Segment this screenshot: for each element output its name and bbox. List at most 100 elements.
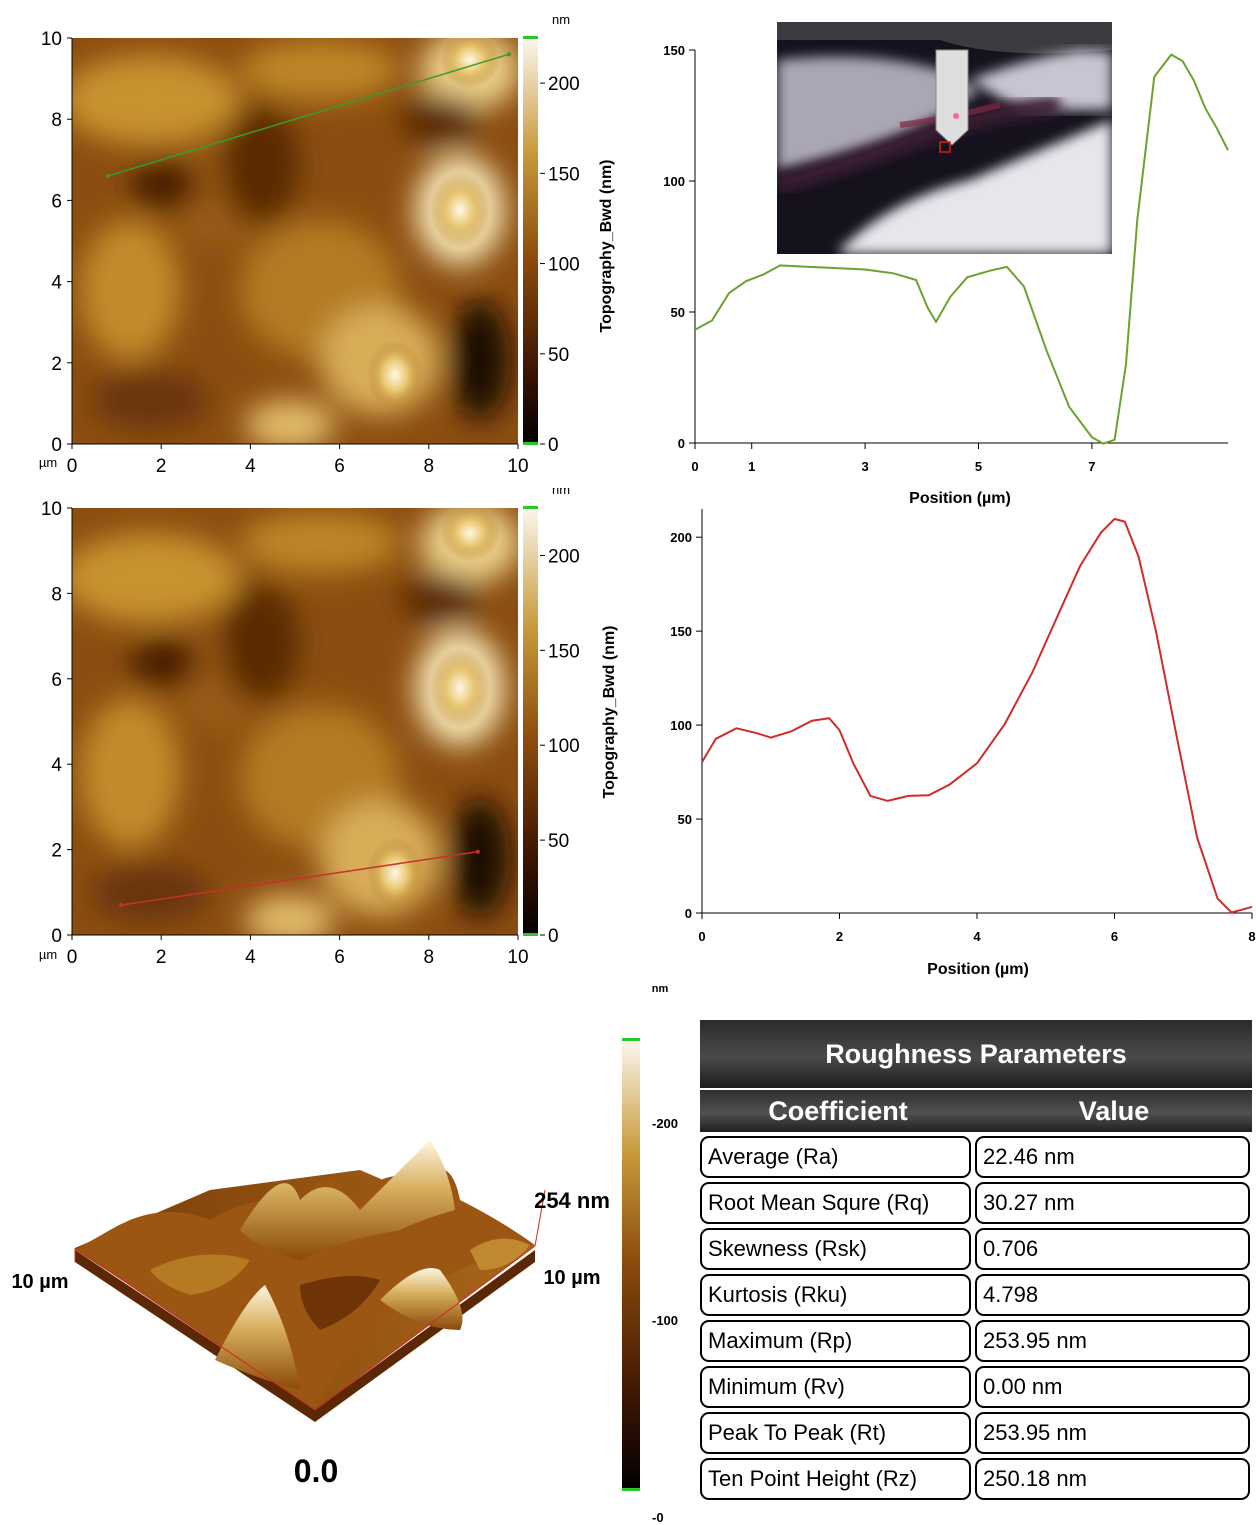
table-title: Roughness Parameters bbox=[700, 1020, 1252, 1088]
colorbar-tick-label: 100 bbox=[548, 736, 580, 757]
afm-y-tick-label: 8 bbox=[51, 584, 62, 605]
profile-line-middle bbox=[701, 517, 1253, 914]
afm-x-tick-label: 8 bbox=[424, 947, 435, 968]
colorbar-tick-label: 150 bbox=[548, 164, 580, 185]
coefficient-cell: Skewness (Rsk) bbox=[700, 1228, 971, 1270]
scan-line-middle bbox=[120, 850, 478, 906]
value-cell: 0.706 bbox=[975, 1228, 1250, 1270]
colorbar-tick-label: 200 bbox=[548, 546, 580, 567]
colorbar-tick-label: 50 bbox=[548, 345, 569, 366]
colorbar-tick-label: 200 bbox=[548, 74, 580, 95]
afm-y-tick-label: 8 bbox=[51, 110, 62, 131]
afm-x-tick-label: 10 bbox=[507, 947, 528, 968]
afm-y-tick-label: 2 bbox=[51, 841, 62, 862]
afm-x-tick-label: 0 bbox=[67, 947, 78, 968]
afm-x-tick-label: 8 bbox=[424, 456, 435, 477]
unit-label-middle: µm bbox=[39, 947, 57, 962]
afm-x-tick-label: 4 bbox=[245, 456, 256, 477]
coefficient-cell: Peak To Peak (Rt) bbox=[700, 1412, 971, 1454]
value-cell: 0.00 nm bbox=[975, 1366, 1250, 1408]
afm-x-tick-label: 6 bbox=[334, 947, 345, 968]
afm-y-tick-label: 10 bbox=[41, 499, 62, 520]
colorbar-tick-label: 0 bbox=[548, 926, 559, 947]
profile-y-tick-label: 50 bbox=[678, 812, 692, 827]
colorbar-3d-tick: -100 bbox=[652, 1313, 678, 1328]
profile-chart-top: 0 1 3 5 7 0 50 100 150 Position (µm) bbox=[663, 22, 1229, 507]
afm-y-tick-label: 0 bbox=[51, 435, 62, 456]
afm-y-tick-label: 6 bbox=[51, 670, 62, 691]
header-coefficient: Coefficient bbox=[768, 1095, 908, 1126]
surface-3d-view: 10 µm 10 µm 254 nm 0.0 -200 -100 -0 bbox=[11, 1038, 678, 1525]
table-row: Average (Ra) 22.46 nm bbox=[700, 1136, 1252, 1178]
afm-x-tick-label: 4 bbox=[245, 947, 256, 968]
colorbar-3d-tick: -200 bbox=[652, 1116, 678, 1131]
afm-y-tick-label: 10 bbox=[41, 29, 62, 50]
profile-x-tick-label: 2 bbox=[836, 929, 843, 944]
table-row: Peak To Peak (Rt) 253.95 nm bbox=[700, 1412, 1252, 1454]
x-axis-label-middle: Position (µm) bbox=[927, 961, 1029, 978]
table-row: Kurtosis (Rku) 4.798 bbox=[700, 1274, 1252, 1316]
table-body: Average (Ra) 22.46 nm Root Mean Squre (Rq)… bbox=[700, 1136, 1252, 1500]
colorbar-3d-tick: -0 bbox=[652, 1510, 664, 1525]
scan-line-top bbox=[107, 53, 510, 177]
afm-y-tick-label: 6 bbox=[51, 191, 62, 212]
profile-chart-middle: 0 2 4 6 8 0 50 100 150 200 Position (µm) nm bbox=[652, 509, 1256, 995]
afm-x-tick-label: 2 bbox=[156, 456, 167, 477]
table-row: Minimum (Rv) 0.00 nm bbox=[700, 1366, 1252, 1408]
profile-x-tick-label: 4 bbox=[973, 929, 981, 944]
roughness-table: Roughness Parameters Coefficient Value A… bbox=[700, 1020, 1252, 1500]
value-cell: 4.798 bbox=[975, 1274, 1250, 1316]
colorbar-tick-label: 50 bbox=[548, 831, 569, 852]
afm-y-tick-label: 4 bbox=[51, 755, 62, 776]
header-value: Value bbox=[1078, 1095, 1150, 1126]
profile-y-tick-label: 100 bbox=[663, 174, 685, 189]
table-row: Ten Point Height (Rz) 250.18 nm bbox=[700, 1458, 1252, 1500]
colorbar-tick-label: 0 bbox=[548, 435, 559, 456]
profile-y-tick-label: 150 bbox=[663, 43, 685, 58]
surface-left-label: 10 µm bbox=[11, 1271, 68, 1293]
profile-unit-label: nm bbox=[652, 983, 669, 995]
table-row: Skewness (Rsk) 0.706 bbox=[700, 1228, 1252, 1270]
value-cell: 30.27 nm bbox=[975, 1182, 1250, 1224]
table-header: Coefficient Value bbox=[700, 1090, 1252, 1132]
colorbar-tick-label: 100 bbox=[548, 255, 580, 276]
coefficient-cell: Average (Ra) bbox=[700, 1136, 971, 1178]
coefficient-cell: Root Mean Squre (Rq) bbox=[700, 1182, 971, 1224]
afm-y-tick-label: 2 bbox=[51, 354, 62, 375]
profile-x-tick-label: 0 bbox=[698, 929, 705, 944]
optical-inset-image bbox=[777, 22, 1112, 254]
afm-image-top bbox=[72, 38, 518, 444]
table-row: Root Mean Squre (Rq) 30.27 nm bbox=[700, 1182, 1252, 1224]
afm-x-tick-label: 6 bbox=[334, 456, 345, 477]
colorbar-label-top: Topography_Bwd (nm) bbox=[598, 159, 615, 332]
profile-x-tick-label: 8 bbox=[1248, 929, 1255, 944]
colorbar-tick-label: 150 bbox=[548, 641, 580, 662]
value-cell: 22.46 nm bbox=[975, 1136, 1250, 1178]
profile-y-tick-label: 50 bbox=[671, 305, 685, 320]
colorbar-label-middle: Topography_Bwd (nm) bbox=[601, 625, 618, 798]
colorbar-unit-middle: nm bbox=[552, 488, 570, 497]
coefficient-cell: Kurtosis (Rku) bbox=[700, 1274, 971, 1316]
table-row: Maximum (Rp) 253.95 nm bbox=[700, 1320, 1252, 1362]
value-cell: 253.95 nm bbox=[975, 1412, 1250, 1454]
profile-x-tick-label: 3 bbox=[861, 459, 868, 474]
profile-x-tick-label: 1 bbox=[748, 459, 755, 474]
coefficient-cell: Minimum (Rv) bbox=[700, 1366, 971, 1408]
afm-y-tick-label: 0 bbox=[51, 926, 62, 947]
afm-y-tick-label: 4 bbox=[51, 273, 62, 294]
afm-x-tick-label: 0 bbox=[67, 456, 78, 477]
coefficient-cell: Maximum (Rp) bbox=[700, 1320, 971, 1362]
profile-x-tick-label: 6 bbox=[1111, 929, 1118, 944]
colorbar-top bbox=[523, 38, 538, 444]
surface-right-label: 10 µm bbox=[543, 1267, 600, 1289]
value-cell: 253.95 nm bbox=[975, 1320, 1250, 1362]
profile-y-tick-label: 200 bbox=[670, 530, 692, 545]
unit-label-top: µm bbox=[39, 455, 57, 470]
surface-height-label: 254 nm bbox=[534, 1188, 610, 1213]
profile-x-tick-label: 5 bbox=[975, 459, 982, 474]
afm-x-tick-label: 2 bbox=[156, 947, 167, 968]
profile-y-tick-label: 0 bbox=[685, 906, 692, 921]
afm-x-tick-label: 10 bbox=[507, 456, 528, 477]
